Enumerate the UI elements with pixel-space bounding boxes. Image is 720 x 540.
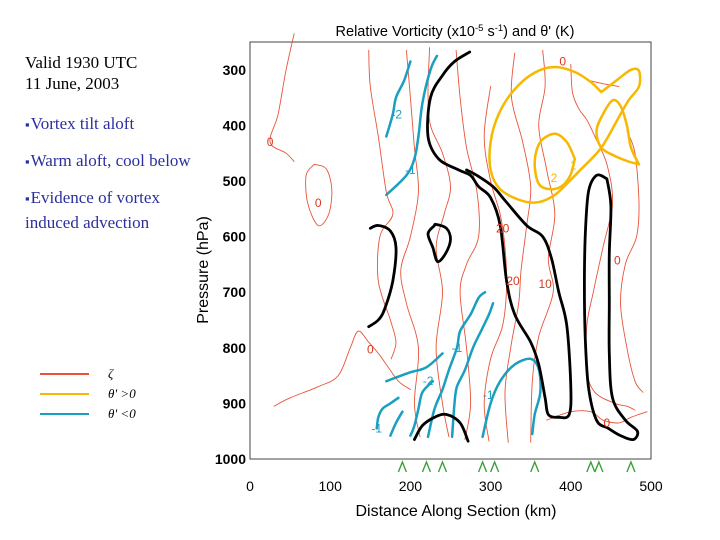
contour-label-14: -2 — [423, 374, 434, 388]
contour-label-layer: 0 0 0 20 20 10 0 0 0 12 -2 -1 -1 -2 -1 -1 — [267, 54, 621, 435]
theta-negative-contour-0 — [385, 60, 412, 138]
vorticity-contour-4 — [400, 49, 421, 438]
station-marker-4 — [489, 460, 500, 473]
title-prefix: Relative Vorticity (x10 — [336, 24, 475, 40]
valid-date-line: 11 June, 2003 — [25, 74, 120, 93]
theta-negative-contour-5 — [409, 379, 435, 437]
vorticity-contour-8 — [504, 52, 532, 443]
plot-frame — [249, 41, 652, 460]
legend-label-theta-pos: θ' >0 — [108, 386, 136, 401]
theta-positive-contour-2 — [595, 98, 641, 166]
y-tick-label-900: 900 — [223, 395, 247, 411]
y-tick-label-800: 800 — [223, 340, 247, 356]
station-marker-2 — [437, 460, 448, 473]
bullet-vortex-advection: Evidence of vortex induced advection — [25, 186, 205, 235]
theta-negative-contour-1 — [385, 54, 439, 197]
valid-time-line: Valid 1930 UTC — [25, 53, 138, 72]
station-marker-6 — [586, 460, 596, 473]
station-marker-1 — [421, 460, 432, 473]
vorticity-contour-2 — [273, 330, 411, 407]
valid-time: Valid 1930 UTC 11 June, 2003 — [25, 52, 137, 94]
contour-label-8: 0 — [604, 416, 611, 430]
zero-vorticity-contour-1 — [583, 173, 640, 442]
contour-label-16: -1 — [371, 421, 382, 435]
theta-negative-contour-6 — [389, 410, 404, 437]
title-exponent-2: -1 — [495, 23, 503, 34]
theta-negative-contour-3 — [426, 290, 487, 439]
x-tick-label-200: 200 — [399, 478, 423, 494]
bullet-vortex-tilt: Vortex tilt aloft — [25, 112, 205, 137]
theta-negative-contour-7 — [375, 396, 400, 430]
station-marker-7 — [594, 460, 604, 473]
station-marker-3 — [477, 460, 488, 473]
y-tick-label-300: 300 — [223, 62, 247, 78]
vorticity-contour-7 — [483, 86, 508, 442]
station-marker-layer — [397, 460, 636, 473]
legend-swatch-theta-neg — [40, 413, 89, 415]
x-tick-label-0: 0 — [246, 478, 254, 494]
theta-negative-contour-8 — [481, 357, 542, 439]
y-tick-label-400: 400 — [223, 117, 247, 133]
contour-label-6: 0 — [559, 54, 566, 68]
theta-positive-contour-1 — [488, 65, 642, 204]
zero-vorticity-contour-2 — [426, 222, 452, 264]
x-tick-label-300: 300 — [479, 478, 503, 494]
legend-swatch-theta-pos — [40, 393, 89, 395]
contour-label-9: 1 — [570, 158, 577, 172]
legend-swatch-zeta — [40, 373, 89, 375]
y-tick-label-700: 700 — [223, 284, 247, 300]
contour-label-12: -1 — [405, 163, 416, 177]
x-tick-label-500: 500 — [639, 478, 663, 494]
chart-title: Relative Vorticity (x10-5 s-1) and θ' (K… — [336, 23, 575, 40]
theta-negative-contour-2 — [385, 352, 444, 383]
bullet-list: Vortex tilt aloft Warm aloft, cool below… — [25, 112, 205, 247]
theta-negative-contour-4 — [450, 302, 495, 439]
zero-vorticity-contour-0 — [426, 50, 573, 420]
contour-label-15: -1 — [483, 388, 494, 402]
vorticity-contour-13 — [590, 80, 620, 87]
x-axis-label: Distance Along Section (km) — [356, 503, 557, 520]
station-marker-8 — [626, 460, 636, 473]
station-marker-0 — [397, 460, 408, 473]
y-tick-label-600: 600 — [223, 229, 247, 245]
contour-label-2: 0 — [367, 342, 374, 356]
title-suffix: ) and θ' (K) — [503, 24, 574, 40]
vorticity-contour-3 — [368, 49, 397, 360]
title-units: s — [483, 24, 494, 40]
x-tick-label-100: 100 — [319, 478, 343, 494]
x-tick-label-400: 400 — [559, 478, 583, 494]
contour-label-0: 0 — [267, 135, 274, 149]
contour-label-5: 10 — [538, 277, 552, 291]
contour-label-10: 2 — [551, 171, 558, 185]
contour-label-7: 0 — [614, 254, 621, 268]
vorticity-contour-0 — [269, 33, 295, 162]
contour-label-13: -1 — [452, 341, 463, 355]
zero-vorticity-contour-3 — [367, 224, 398, 329]
contour-layer — [269, 33, 648, 443]
x-tick-labels: 0 100 200 300 400 500 — [246, 478, 663, 494]
theta-positive-contour-0 — [533, 132, 577, 191]
y-axis-label: Pressure (hPa) — [195, 216, 212, 324]
legend-label-zeta: ζ — [108, 366, 114, 381]
contour-label-3: 20 — [496, 221, 510, 235]
bullet-warm-aloft: Warm aloft, cool below — [25, 149, 205, 174]
contour-label-1: 0 — [315, 196, 322, 210]
title-exponent: -5 — [475, 23, 483, 34]
vorticity-contour-10 — [570, 63, 636, 411]
zero-vorticity-contour-4 — [413, 412, 470, 443]
vorticity-contour-11 — [620, 130, 644, 393]
y-tick-labels: 300 400 500 600 700 800 900 1000 — [215, 62, 246, 467]
vorticity-contour-9 — [530, 49, 556, 443]
y-tick-label-1000: 1000 — [215, 451, 246, 467]
station-marker-5 — [530, 460, 540, 473]
vorticity-contour-6 — [455, 49, 480, 440]
legend-label-theta-neg: θ' <0 — [108, 406, 136, 421]
contour-label-4: 20 — [506, 274, 520, 288]
contour-label-11: -2 — [391, 107, 402, 121]
y-tick-label-500: 500 — [223, 173, 247, 189]
vorticity-contour-1 — [305, 163, 333, 227]
